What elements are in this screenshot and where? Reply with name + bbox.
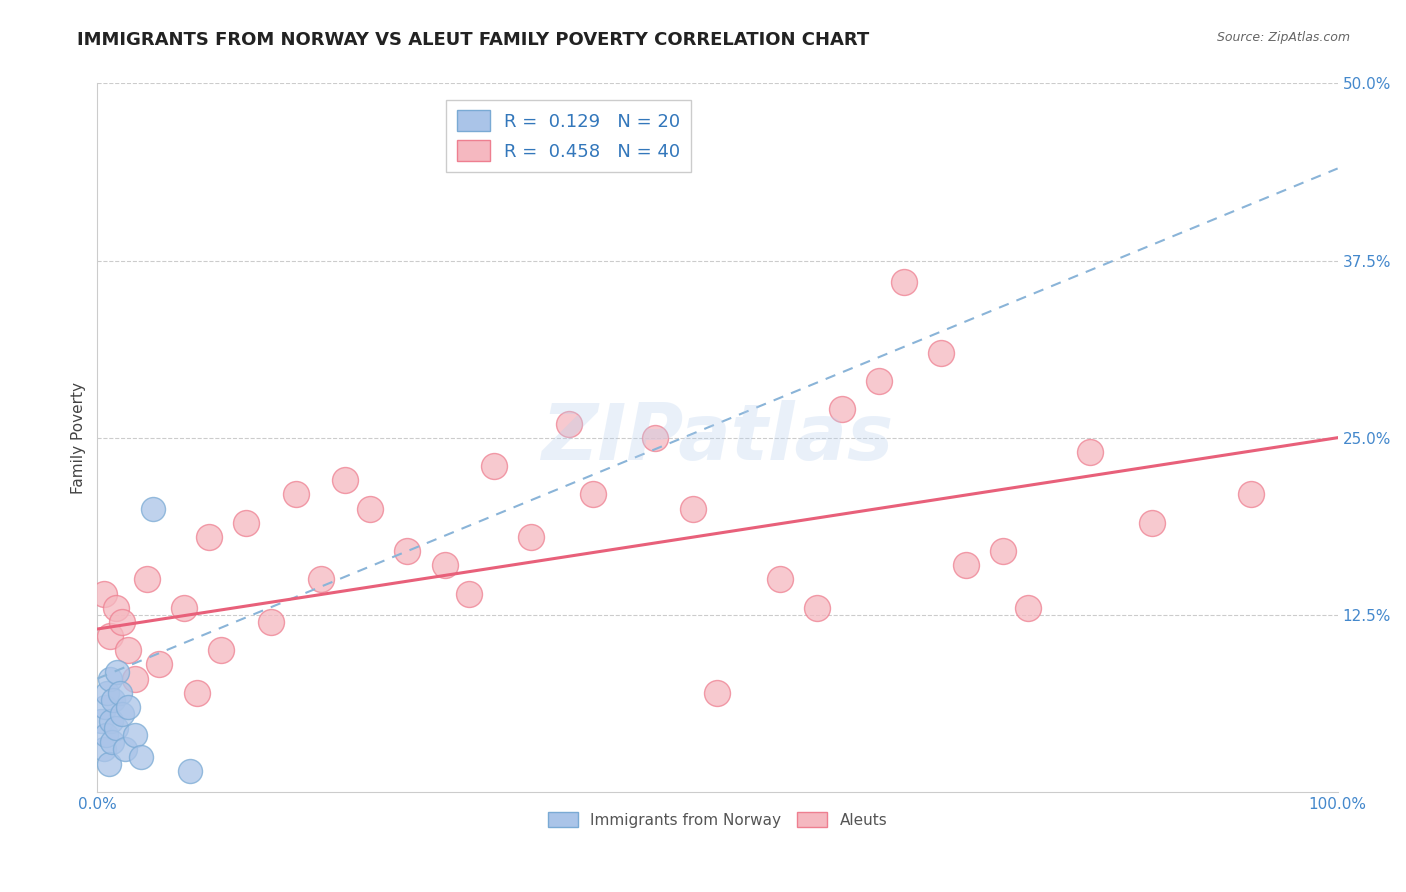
Point — [117, 643, 139, 657]
Point — [557, 417, 579, 431]
Point — [173, 600, 195, 615]
Point — [142, 501, 165, 516]
Point — [929, 345, 952, 359]
Point — [1017, 600, 1039, 615]
Point — [90, 714, 112, 728]
Point — [136, 573, 159, 587]
Point — [117, 700, 139, 714]
Point — [520, 530, 543, 544]
Point — [1240, 487, 1263, 501]
Point — [105, 665, 128, 679]
Point — [955, 558, 977, 573]
Point — [335, 473, 357, 487]
Point — [359, 501, 381, 516]
Point — [209, 643, 232, 657]
Point — [458, 586, 481, 600]
Point — [768, 573, 790, 587]
Point — [309, 573, 332, 587]
Point — [868, 374, 890, 388]
Legend: Immigrants from Norway, Aleuts: Immigrants from Norway, Aleuts — [541, 805, 893, 834]
Point — [235, 516, 257, 530]
Point — [96, 686, 118, 700]
Point — [831, 402, 853, 417]
Point — [893, 275, 915, 289]
Point — [1078, 445, 1101, 459]
Point — [484, 458, 506, 473]
Point — [198, 530, 221, 544]
Point — [114, 742, 136, 756]
Point — [101, 735, 124, 749]
Point — [98, 672, 121, 686]
Point — [644, 431, 666, 445]
Point — [179, 764, 201, 778]
Point — [94, 728, 117, 742]
Point — [148, 657, 170, 672]
Point — [104, 721, 127, 735]
Point — [433, 558, 456, 573]
Point — [706, 686, 728, 700]
Point — [284, 487, 307, 501]
Point — [1140, 516, 1163, 530]
Point — [103, 693, 125, 707]
Point — [124, 728, 146, 742]
Point — [991, 544, 1014, 558]
Point — [806, 600, 828, 615]
Y-axis label: Family Poverty: Family Poverty — [72, 382, 86, 493]
Point — [124, 672, 146, 686]
Point — [111, 706, 134, 721]
Text: ZIPatlas: ZIPatlas — [541, 400, 894, 475]
Point — [111, 615, 134, 629]
Point — [396, 544, 419, 558]
Point — [93, 742, 115, 756]
Point — [186, 686, 208, 700]
Point — [104, 600, 127, 615]
Point — [98, 629, 121, 643]
Point — [682, 501, 704, 516]
Point — [100, 714, 122, 728]
Point — [582, 487, 605, 501]
Point — [94, 700, 117, 714]
Point — [108, 686, 131, 700]
Point — [93, 586, 115, 600]
Point — [97, 756, 120, 771]
Text: IMMIGRANTS FROM NORWAY VS ALEUT FAMILY POVERTY CORRELATION CHART: IMMIGRANTS FROM NORWAY VS ALEUT FAMILY P… — [77, 31, 869, 49]
Text: Source: ZipAtlas.com: Source: ZipAtlas.com — [1216, 31, 1350, 45]
Point — [260, 615, 283, 629]
Point — [129, 749, 152, 764]
